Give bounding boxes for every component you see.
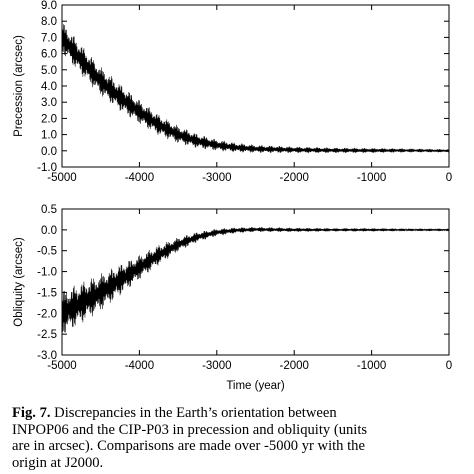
figure-caption: Fig. 7. Discrepancies in the Earth’s ori…	[12, 405, 474, 471]
obliquity-y-tick-label: -0.5	[37, 246, 57, 258]
precession-y-tick-label: 9.0	[41, 0, 57, 12]
caption-line-1: Fig. 7. Discrepancies in the Earth’s ori…	[12, 405, 474, 422]
precession-plot-frame	[61, 4, 450, 168]
obliquity-x-tick-label: -3000	[202, 360, 231, 372]
precession-x-tick-label: 0	[446, 172, 452, 184]
precession-x-tick-label: -1000	[357, 172, 386, 184]
precession-y-tick-label: 6.0	[41, 49, 57, 61]
precession-x-tick-label: -2000	[279, 172, 308, 184]
obliquity-x-tick-label: 0	[446, 360, 452, 372]
precession-x-tick-label: -4000	[125, 172, 154, 184]
precession-series	[61, 24, 450, 154]
precession-y-tick-label: -1.0	[37, 162, 57, 174]
precession-x-tick-label: -5000	[47, 172, 76, 184]
obliquity-y-tick-label: -1.0	[37, 267, 57, 279]
precession-y-tick-label: 1.0	[41, 130, 57, 142]
obliquity-y-tick-label: 0.5	[41, 204, 57, 216]
obliquity-x-tick-label: -5000	[47, 360, 76, 372]
obliquity-y-tick-label: -2.0	[37, 308, 57, 320]
obliquity-y-tick-label: -2.5	[37, 329, 57, 341]
precession-y-axis: -1.0 0.0 1.0 2.0 3.0 4.0 5.0 6.0 7.0 8.0 9.0	[37, 0, 449, 174]
obliquity-series-line	[61, 227, 450, 333]
precession-series-line	[61, 24, 450, 154]
precession-y-tick-label: 5.0	[41, 65, 57, 77]
obliquity-panel: -5000 -4000 -3000 -2000 -1000 0 -3.0-2.5-2.0-…	[13, 204, 452, 392]
precession-y-tick-label: 0.0	[41, 146, 57, 158]
obliquity-y-axis-label: Obliquity (arcsec)	[13, 237, 25, 327]
obliquity-y-axis: -3.0 -2.5 -2.0 -1.5 -1.0 -0.5 0.0 0.5	[37, 204, 449, 362]
obliquity-x-tick-label: -2000	[279, 360, 308, 372]
obliquity-x-tick-label: -4000	[125, 360, 154, 372]
obliquity-plot-frame	[61, 208, 450, 356]
obliquity-y-tick-label: -1.5	[37, 287, 57, 299]
obliquity-x-tick-label: -1000	[357, 360, 386, 372]
figure: -5000 -4000 -3000 -2000 -1000 0 -1.0 0.0 1.0 2.0…	[13, 0, 452, 392]
caption-line-2: INPOP06 and the CIP-P03 in precession an…	[12, 421, 368, 438]
obliquity-y-tick-label: 0.0	[41, 225, 57, 237]
obliquity-x-axis: -5000 -4000 -3000 -2000 -1000 0	[47, 209, 452, 372]
precession-y-tick-label: 4.0	[41, 81, 57, 93]
precession-y-tick-label: 8.0	[41, 16, 57, 28]
time-x-axis-label: Time (year)	[226, 380, 285, 392]
precession-y-axis-label: Precession (arcsec)	[13, 35, 25, 137]
precession-y-tick-label: 3.0	[41, 97, 57, 109]
precession-y-tick-label: 2.0	[41, 113, 57, 125]
precession-x-axis: -5000 -4000 -3000 -2000 -1000 0	[47, 5, 452, 184]
caption-line-4: origin at J2000.	[12, 454, 104, 471]
caption-figure-label: Fig. 7.	[12, 405, 51, 421]
obliquity-series	[61, 227, 450, 333]
caption-text-1: Discrepancies in the Earth’s orientation…	[54, 405, 337, 421]
precession-x-tick-label: -3000	[202, 172, 231, 184]
precession-panel: -5000 -4000 -3000 -2000 -1000 0 -1.0 0.0 1.0 2.0…	[13, 0, 452, 184]
precession-y-tick-label: 7.0	[41, 32, 57, 44]
caption-line-3: are in arcsec). Comparisons are made ove…	[12, 438, 365, 454]
obliquity-y-tick-label: -3.0	[37, 350, 57, 362]
